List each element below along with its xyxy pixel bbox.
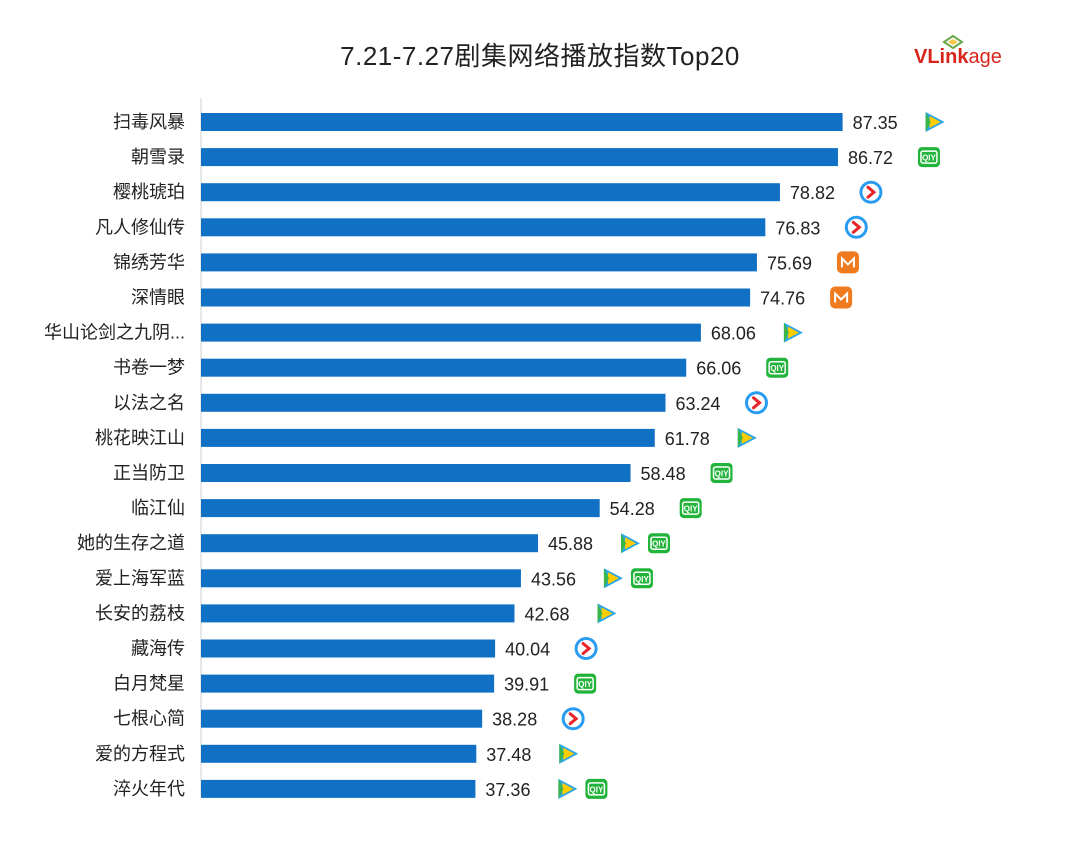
value-label: 66.06 <box>696 359 741 379</box>
iqiyi-icon: QIY <box>630 568 653 589</box>
logo-text-main: VLink <box>914 46 969 68</box>
mango-tv-icon <box>836 251 859 274</box>
category-label: 书卷一梦 <box>113 358 185 378</box>
value-label: 43.56 <box>531 569 576 589</box>
mango-tv-icon <box>830 286 853 309</box>
value-label: 58.48 <box>641 464 686 484</box>
bar <box>201 148 838 167</box>
youku-icon <box>744 391 768 415</box>
bar <box>201 183 780 202</box>
iqiyi-icon: QIY <box>917 147 940 168</box>
value-label: 63.24 <box>675 394 720 414</box>
bar <box>201 534 538 553</box>
value-label: 74.76 <box>760 289 805 309</box>
category-label: 爱上海军蓝 <box>95 568 185 588</box>
category-label: 长安的荔枝 <box>95 603 185 623</box>
youku-icon <box>561 707 585 731</box>
value-label: 38.28 <box>492 710 537 730</box>
value-label: 42.68 <box>524 604 569 624</box>
bar <box>201 464 631 482</box>
youku-icon <box>844 215 868 239</box>
category-label: 桃花映江山 <box>95 428 185 448</box>
logo-text: VLinkage <box>914 46 1002 69</box>
category-label: 藏海传 <box>131 639 185 659</box>
value-label: 45.88 <box>548 534 593 554</box>
bar <box>201 674 495 693</box>
category-label: 锦绣芳华 <box>113 252 185 272</box>
iqiyi-icon: QIY <box>574 673 597 694</box>
svg-text:QIY: QIY <box>715 470 729 479</box>
bar <box>201 709 483 728</box>
logo-mark-icon <box>942 34 964 50</box>
value-label: 87.35 <box>853 113 898 133</box>
tencent-video-icon <box>603 568 623 589</box>
vlinkage-logo: VLinkage <box>914 34 1024 74</box>
value-label: 61.78 <box>665 429 710 449</box>
category-label: 华山论剑之九阴... <box>44 323 185 343</box>
category-label: 扫毒风暴 <box>113 112 185 132</box>
bar <box>201 744 477 763</box>
category-label: 淬火年代 <box>113 779 185 799</box>
value-label: 39.91 <box>504 675 549 695</box>
bar <box>201 779 476 798</box>
category-label: 七根心简 <box>113 709 185 729</box>
bar <box>201 428 655 447</box>
value-label: 37.36 <box>485 780 530 800</box>
value-label: 86.72 <box>848 148 893 168</box>
tencent-video-icon <box>620 533 640 554</box>
category-label: 白月梵星 <box>113 674 185 694</box>
value-label: 40.04 <box>505 640 550 660</box>
chart-title: 7.21-7.27剧集网络播放指数Top20 <box>340 41 740 71</box>
bar <box>201 218 766 237</box>
logo-text-suffix: age <box>968 46 1002 68</box>
svg-text:QIY: QIY <box>922 154 936 163</box>
category-label: 樱桃琥珀 <box>113 182 185 202</box>
svg-text:QIY: QIY <box>770 364 784 373</box>
bar <box>201 288 751 307</box>
svg-text:QIY: QIY <box>578 680 592 689</box>
value-label: 54.28 <box>610 499 655 519</box>
youku-icon <box>859 180 883 204</box>
tencent-video-icon <box>737 427 757 448</box>
category-label: 爱的方程式 <box>95 744 185 764</box>
value-label: 75.69 <box>767 253 812 273</box>
tencent-video-icon <box>597 603 617 624</box>
tencent-video-icon <box>925 112 945 132</box>
iqiyi-icon: QIY <box>766 357 789 378</box>
value-label: 76.83 <box>775 218 820 238</box>
bar <box>201 253 757 272</box>
iqiyi-icon: QIY <box>710 463 733 483</box>
youku-icon <box>574 637 598 660</box>
category-label: 朝雪录 <box>131 147 185 167</box>
svg-text:QIY: QIY <box>652 540 666 549</box>
category-label: 以法之名 <box>113 393 185 413</box>
category-label: 深情眼 <box>131 288 185 308</box>
value-label: 37.48 <box>486 745 531 765</box>
category-label: 正当防卫 <box>113 463 185 483</box>
value-label: 78.82 <box>790 183 835 203</box>
bar <box>201 323 701 342</box>
category-label: 她的生存之道 <box>77 533 185 553</box>
tencent-video-icon <box>783 322 803 343</box>
bar <box>201 113 843 131</box>
bar <box>201 393 666 412</box>
iqiyi-icon: QIY <box>679 498 702 519</box>
svg-text:QIY: QIY <box>635 575 649 584</box>
value-label: 68.06 <box>711 324 756 344</box>
bar <box>201 569 521 588</box>
bar <box>201 358 687 377</box>
iqiyi-icon: QIY <box>647 533 670 554</box>
tencent-video-icon <box>559 743 579 764</box>
bar <box>201 499 600 518</box>
bar <box>201 604 515 623</box>
category-label: 凡人修仙传 <box>95 217 185 237</box>
bar <box>201 639 496 658</box>
iqiyi-icon: QIY <box>585 778 608 799</box>
svg-text:QIY: QIY <box>590 785 604 794</box>
category-label: 临江仙 <box>131 498 185 518</box>
tencent-video-icon <box>558 778 578 799</box>
svg-text:QIY: QIY <box>684 505 698 514</box>
